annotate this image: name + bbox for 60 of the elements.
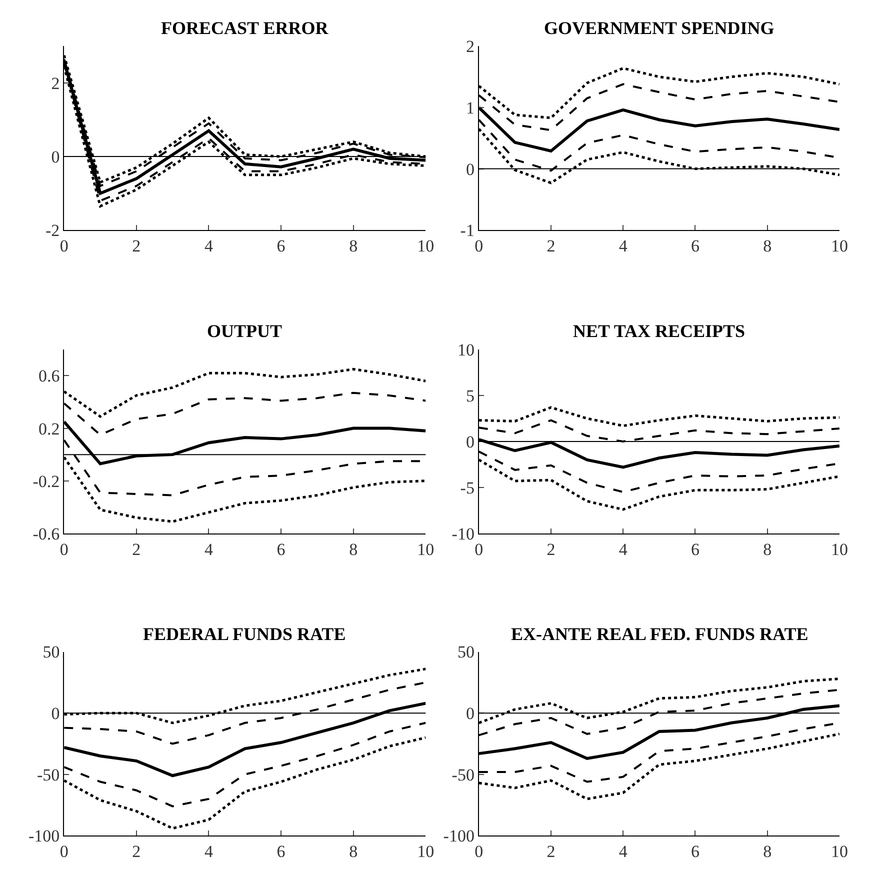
x-tick-label: 6 — [690, 236, 700, 256]
x-tick-label: 8 — [349, 236, 358, 256]
y-tick-label: 0 — [51, 704, 60, 724]
x-tick-label: 8 — [349, 842, 358, 862]
y-tick-label: -1 — [460, 221, 474, 240]
y-tick-label: 0.6 — [38, 366, 60, 386]
x-tick-label: 4 — [618, 842, 628, 862]
y-tick-label: -50 — [37, 765, 60, 784]
x-tick-label: 4 — [204, 540, 214, 559]
y-tick-label: 0.2 — [38, 419, 60, 438]
x-tick-label: 4 — [618, 540, 628, 559]
y-tick-label: -10 — [452, 524, 474, 544]
x-tick-label: 10 — [830, 540, 848, 559]
x-tick-label: 4 — [204, 236, 214, 256]
x-tick-label: 2 — [132, 540, 141, 559]
x-tick-label: 10 — [417, 842, 434, 862]
y-tick-label: -100 — [443, 826, 474, 846]
y-tick-label: -50 — [452, 765, 474, 784]
y-tick-label: -0.2 — [32, 472, 60, 491]
y-tick-label: 10 — [457, 340, 474, 360]
y-tick-label: 0 — [466, 160, 474, 179]
x-tick-label: 4 — [204, 842, 214, 862]
y-tick-label: -2 — [46, 221, 60, 240]
x-tick-label: 2 — [132, 842, 141, 862]
x-tick-label: 8 — [349, 540, 358, 559]
x-tick-label: 6 — [276, 540, 286, 559]
x-tick-label: 8 — [763, 842, 772, 862]
x-tick-label: 10 — [830, 236, 848, 256]
chart-title: GOVERNMENT SPENDING — [544, 18, 774, 38]
y-tick-label: 50 — [42, 642, 60, 662]
y-tick-label: 1 — [466, 98, 474, 118]
chart-title: OUTPUT — [207, 321, 282, 341]
x-tick-label: 6 — [690, 540, 700, 559]
x-tick-label: 10 — [830, 842, 848, 862]
y-tick-label: 2 — [466, 37, 474, 56]
x-tick-label: 6 — [276, 236, 286, 256]
x-tick-label: 4 — [618, 236, 628, 256]
x-tick-label: 2 — [546, 236, 556, 256]
y-tick-label: -0.6 — [32, 524, 60, 544]
x-tick-label: 10 — [417, 540, 434, 559]
chart-title: FORECAST ERROR — [161, 18, 330, 38]
chart-title: FEDERAL FUNDS RATE — [143, 624, 346, 644]
y-tick-label: 0 — [466, 704, 474, 724]
y-tick-label: -100 — [28, 826, 60, 846]
x-tick-label: 8 — [763, 236, 772, 256]
x-tick-label: 6 — [690, 842, 700, 862]
x-tick-label: 2 — [546, 540, 556, 559]
y-tick-label: 0 — [466, 432, 474, 452]
chart-title: EX-ANTE REAL FED. FUNDS RATE — [511, 624, 808, 644]
x-tick-label: 10 — [417, 236, 434, 256]
y-tick-label: 50 — [457, 642, 474, 662]
y-tick-label: 0 — [51, 147, 60, 166]
y-tick-label: 2 — [51, 74, 60, 93]
x-tick-label: 8 — [763, 540, 772, 559]
x-tick-label: 2 — [546, 842, 556, 862]
y-tick-label: -5 — [460, 478, 474, 498]
x-tick-label: 2 — [132, 236, 141, 256]
x-tick-label: 6 — [276, 842, 286, 862]
y-tick-label: 5 — [466, 386, 474, 406]
chart-title: NET TAX RECEIPTS — [573, 321, 746, 341]
